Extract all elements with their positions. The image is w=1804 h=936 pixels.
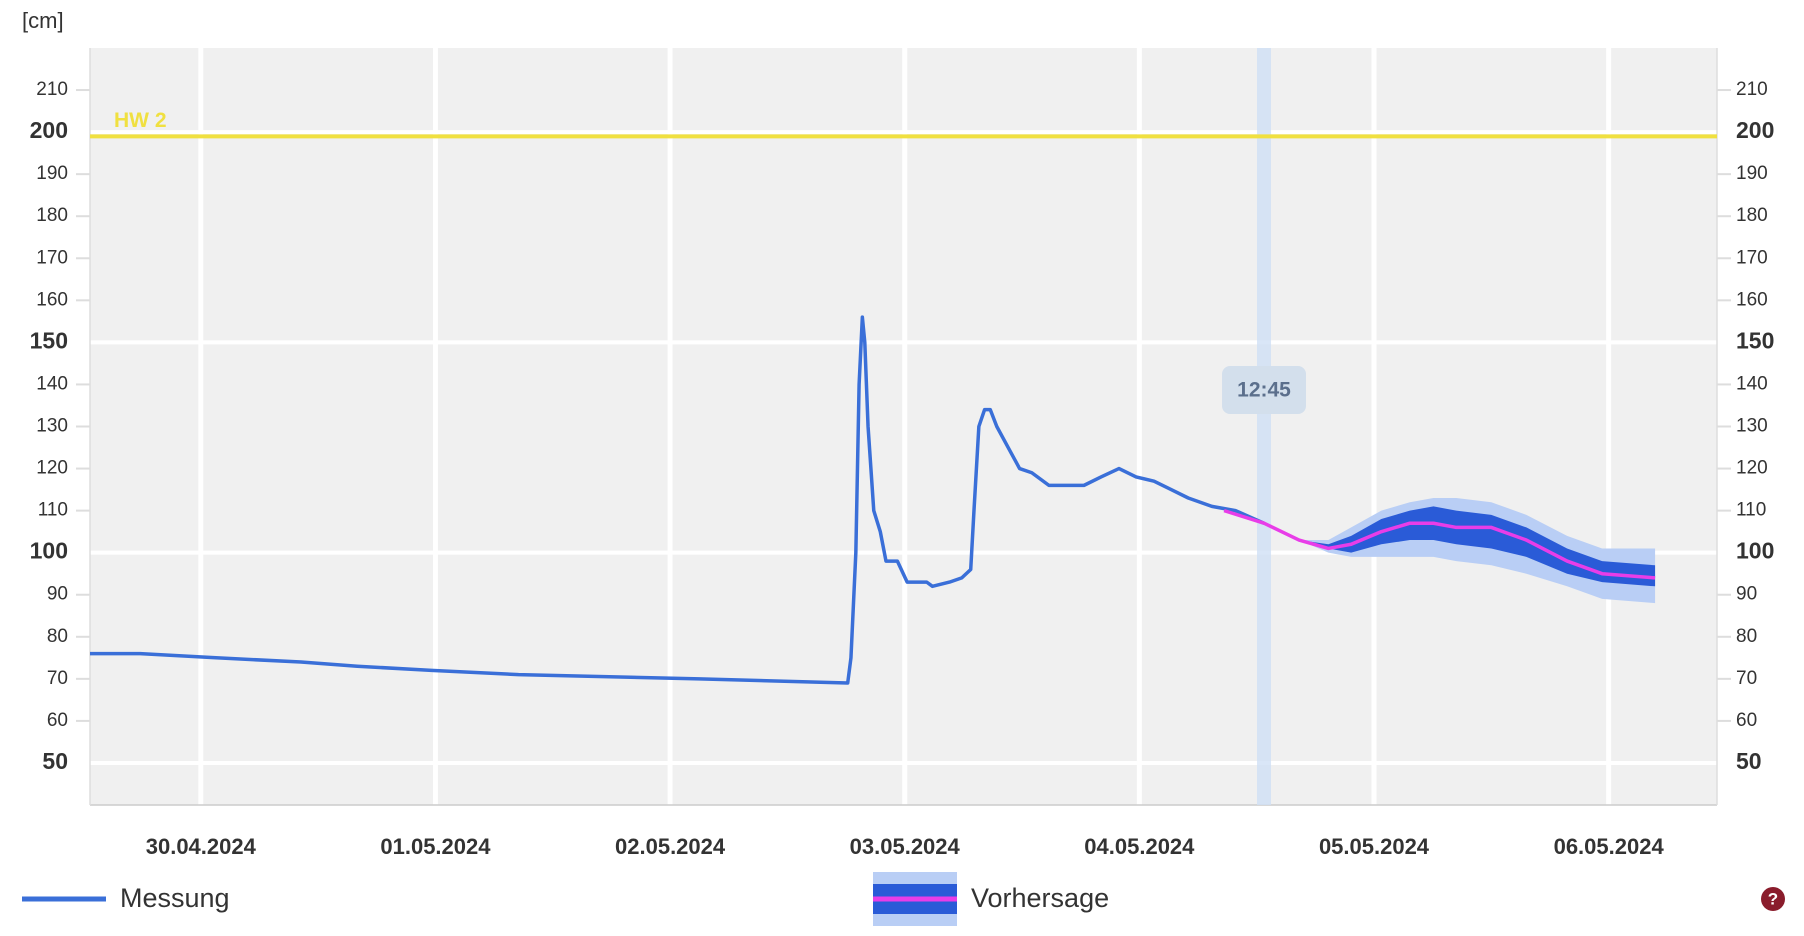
forecast-band (1224, 506, 1656, 587)
y2-tick-label: 190 (1736, 163, 1768, 184)
y-tick-label: 120 (36, 458, 68, 479)
y2-tick-label: 90 (1736, 584, 1757, 605)
y-tick-label: 100 (30, 538, 68, 564)
y-tick-label: 110 (38, 500, 68, 521)
y-tick-label: 80 (47, 626, 68, 647)
y-axis-label: [cm] (22, 8, 64, 33)
y2-tick-label: 60 (1736, 710, 1757, 731)
legend-label: Vorhersage (971, 883, 1109, 913)
threshold-label: HW 2 (114, 109, 167, 132)
now-label-box (1222, 366, 1307, 414)
y2-tick-label: 200 (1736, 117, 1774, 143)
y-tick-label: 210 (36, 79, 68, 100)
y-tick-label: 200 (30, 117, 68, 143)
x-tick-label: 05.05.2024 (1319, 834, 1430, 859)
y2-tick-label: 100 (1736, 538, 1774, 564)
now-marker (1257, 48, 1272, 805)
y-tick-label: 130 (36, 416, 68, 437)
series-line (1223, 508, 1656, 580)
y2-tick-label: 160 (1736, 289, 1768, 310)
series-line (90, 315, 1265, 685)
y2-tick-label: 180 (1736, 205, 1768, 226)
now-label: 12:45 (1237, 379, 1291, 402)
y2-tick-label: 170 (1736, 247, 1768, 268)
y2-tick-label: 70 (1736, 668, 1757, 689)
x-tick-label: 03.05.2024 (850, 834, 961, 859)
y2-tick-label: 80 (1736, 626, 1757, 647)
y-tick-label: 70 (47, 668, 68, 689)
legend-label: Messung (120, 883, 230, 913)
y2-tick-label: 130 (1736, 416, 1768, 437)
y-tick-label: 180 (36, 205, 68, 226)
y-tick-label: 90 (47, 584, 68, 605)
x-tick-label: 30.04.2024 (146, 834, 257, 859)
y-tick-label: 50 (42, 748, 68, 774)
help-icon-mark[interactable]: ? (1768, 889, 1778, 908)
y2-tick-label: 110 (1736, 500, 1766, 521)
y-tick-label: 160 (36, 289, 68, 310)
forecast-band (1224, 497, 1656, 604)
y-tick-label: 60 (47, 710, 68, 731)
x-tick-label: 04.05.2024 (1084, 834, 1195, 859)
y-tick-label: 140 (36, 373, 68, 394)
y2-tick-label: 140 (1736, 373, 1768, 394)
y2-tick-label: 50 (1736, 748, 1762, 774)
help-icon[interactable] (1761, 887, 1785, 911)
y2-tick-label: 210 (1736, 79, 1768, 100)
y2-tick-label: 150 (1736, 327, 1774, 353)
x-tick-label: 02.05.2024 (615, 834, 726, 859)
y2-tick-label: 120 (1736, 458, 1768, 479)
y-tick-label: 150 (30, 327, 68, 353)
y-tick-label: 170 (36, 247, 68, 268)
x-tick-label: 01.05.2024 (380, 834, 491, 859)
x-tick-label: 06.05.2024 (1554, 834, 1665, 859)
y-tick-label: 190 (36, 163, 68, 184)
